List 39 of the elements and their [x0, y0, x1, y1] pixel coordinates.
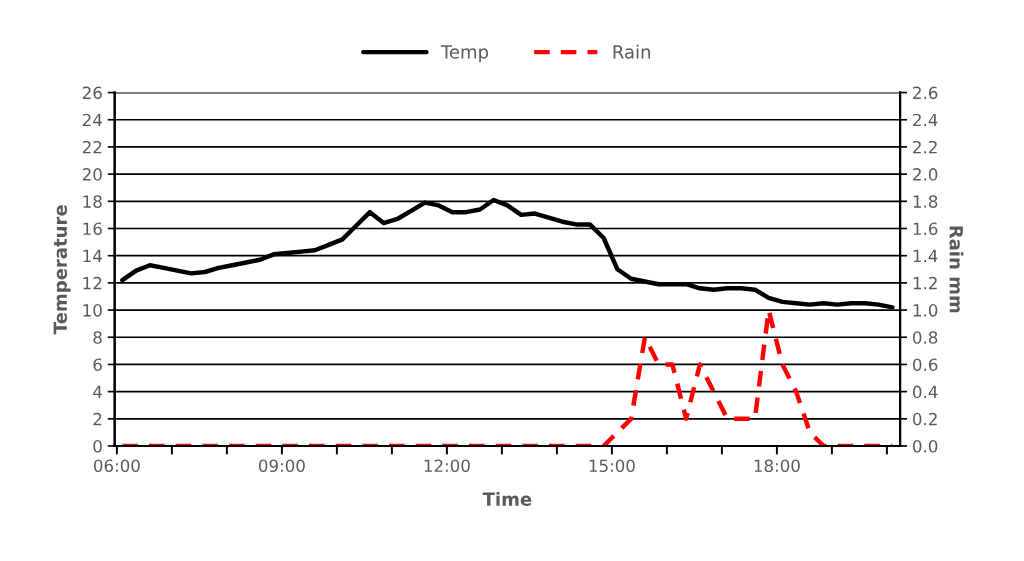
y2-tick-label: 1.6 [913, 222, 938, 236]
x-tick-label: 06:00 [93, 459, 140, 473]
y2-tick-label: 0.8 [913, 331, 938, 344]
y-tick-label: 8 [93, 331, 102, 344]
y2-tick-label: 0.4 [913, 385, 938, 399]
x-tick-label: 18:00 [754, 459, 800, 473]
y-tick-label: 6 [93, 358, 102, 371]
y-axis-title: Temperature [53, 205, 71, 335]
legend-label: Temp [440, 45, 489, 63]
y2-tick-label: 2.0 [913, 168, 938, 181]
x-tick-label: 09:00 [258, 459, 305, 473]
y-tick-label: 24 [82, 113, 102, 127]
y-tick-label: 22 [82, 140, 102, 154]
y-tick-label: 0 [93, 439, 102, 453]
x-axis-title: Time [482, 491, 532, 506]
y-tick-label: 20 [82, 168, 102, 181]
y-tick-label: 4 [93, 385, 102, 398]
y2-tick-label: 1.2 [913, 276, 937, 290]
x-tick-label: 15:00 [589, 459, 635, 473]
y2-tick-label: 0.0 [913, 439, 938, 453]
y2-tick-label: 1.0 [913, 304, 938, 317]
y2-axis-title: Rain mm [949, 226, 964, 313]
y-tick-label: 14 [83, 249, 102, 263]
y2-tick-label: 2.6 [913, 86, 938, 100]
y2-tick-label: 1.4 [913, 249, 938, 263]
y-tick-label: 12 [83, 276, 102, 290]
y-tick-label: 26 [82, 86, 102, 100]
y-tick-label: 2 [93, 412, 102, 426]
y-tick-label: 18 [83, 195, 102, 208]
y-tick-label: 16 [83, 222, 102, 236]
y2-tick-label: 2.4 [913, 113, 938, 127]
y2-tick-label: 0.2 [913, 412, 937, 426]
line-series [120, 197, 895, 310]
legend-label: Rain [613, 44, 650, 59]
y2-tick-label: 2.2 [913, 140, 937, 154]
y2-tick-label: 1.8 [913, 195, 938, 208]
y-tick-label: 10 [83, 304, 102, 317]
x-tick-label: 12:00 [424, 459, 470, 473]
y2-tick-label: 0.6 [913, 358, 938, 371]
